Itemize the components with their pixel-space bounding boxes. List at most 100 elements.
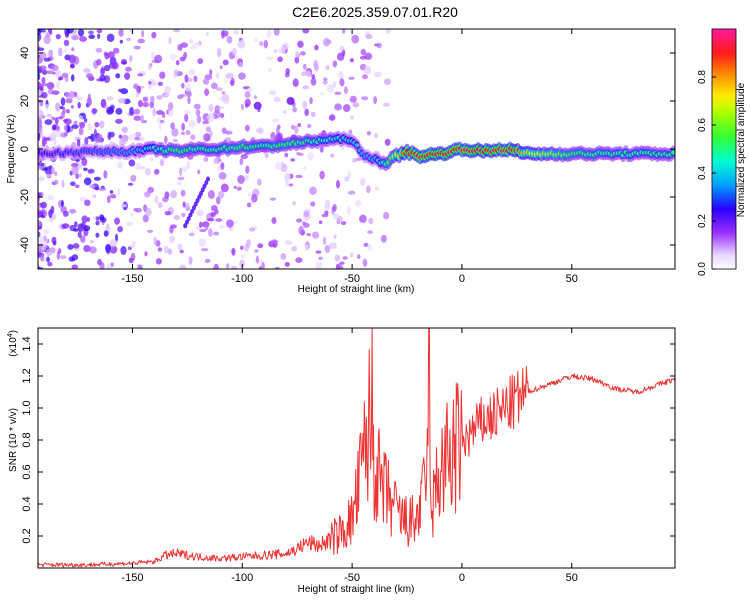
heatmap-speckle (181, 131, 185, 136)
heatmap-speckle (142, 96, 149, 102)
heatmap-speckle (40, 29, 46, 33)
heatmap-speckle (38, 101, 41, 109)
heatmap-speckle (70, 74, 75, 82)
heatmap-speckle (229, 226, 234, 232)
heatmap-speckle (55, 69, 61, 79)
heatmap-speckle (79, 197, 87, 202)
heatmap-speckle (103, 170, 108, 179)
heatmap-speckle (276, 132, 283, 140)
heatmap-speckle (385, 29, 391, 34)
heatmap-speckle (221, 127, 227, 134)
snr-y-tick-label: 1.0 (21, 400, 33, 415)
heatmap-speckle (365, 34, 373, 40)
heatmap-speckle (376, 42, 382, 49)
heatmap-speckle (164, 210, 172, 216)
heatmap-speckle (167, 248, 173, 255)
heatmap-speckle (79, 121, 86, 129)
heatmap-speckle (51, 90, 60, 95)
heatmap-speckle (305, 70, 312, 77)
heatmap-speckle (71, 166, 79, 176)
heatmap-speckle (90, 133, 95, 142)
heatmap-speckle (313, 63, 319, 72)
heatmap-speckle (233, 29, 239, 35)
heatmap-speckle (139, 264, 143, 269)
heatmap-speckle (142, 214, 149, 223)
heatmap-speckle (219, 225, 226, 229)
heatmap-speckle (305, 244, 309, 252)
heatmap-speckle (190, 134, 196, 141)
heatmap-speckle (188, 256, 193, 265)
heatmap-speckle (77, 230, 82, 239)
heatmap-speckle (38, 209, 43, 218)
heatmap-speckle (144, 167, 151, 176)
heatmap-speckle (159, 159, 165, 167)
heatmap-speckle (202, 78, 210, 85)
heatmap-speckle (342, 104, 351, 113)
heatmap-speckle (151, 31, 157, 39)
heatmap-speckle (233, 185, 237, 189)
heatmap-feature (193, 201, 198, 207)
heatmap-speckle (150, 52, 155, 60)
heatmap-speckle (164, 135, 168, 145)
heatmap-speckle (240, 245, 244, 250)
heatmap-speckle (45, 248, 52, 257)
heatmap-speckle (168, 37, 172, 45)
heatmap-feature (197, 194, 202, 200)
heatmap-speckle (170, 122, 175, 130)
heatmap-speckle (334, 103, 342, 111)
heatmap-speckle (253, 95, 258, 100)
heatmap-speckle (326, 84, 335, 93)
heatmap-speckle (129, 106, 134, 116)
heatmap-speckle (83, 68, 91, 73)
heatmap-speckle (99, 214, 105, 221)
heatmap-speckle (60, 97, 66, 106)
heatmap-speckle (71, 258, 76, 262)
heatmap-feature (184, 219, 189, 225)
heatmap-speckle (200, 248, 209, 252)
heatmap-speckle (70, 162, 79, 168)
heatmap-speckle (94, 121, 100, 128)
heatmap-feature (202, 183, 207, 189)
heatmap-speckle (107, 51, 115, 59)
heatmap-speckle (336, 180, 341, 189)
heatmap-speckle (38, 109, 44, 119)
heatmap-speckle (129, 54, 133, 63)
heatmap-feature (186, 216, 191, 222)
snr-x-tick-label: -50 (344, 572, 360, 584)
heatmap-speckle (268, 90, 277, 96)
heatmap-speckle (225, 263, 230, 269)
heatmap-speckle (43, 57, 51, 62)
heatmap-speckle (215, 218, 223, 222)
heatmap-speckle (54, 171, 58, 177)
heatmap-feature (183, 223, 188, 229)
heatmap-speckle (334, 91, 342, 96)
heatmap-speckle (310, 111, 316, 118)
heatmap-speckle (38, 204, 41, 210)
heatmap-speckle (176, 181, 182, 186)
heatmap-speckle (225, 130, 233, 135)
heatmap-speckle (106, 96, 114, 101)
heatmap-speckle (70, 104, 74, 109)
heatmap-speckle (290, 158, 296, 162)
heatmap-speckle (298, 225, 304, 235)
heatmap-speckle (171, 128, 179, 137)
heatmap-speckle (284, 152, 289, 158)
heatmap-speckle (50, 205, 55, 214)
heatmap-speckle (47, 50, 54, 59)
heatmap-speckle (95, 220, 100, 226)
heatmap-speckle (83, 167, 88, 172)
heatmap-speckle (119, 137, 127, 147)
heatmap-speckle (348, 129, 353, 135)
heatmap-speckle (45, 103, 49, 111)
heatmap-speckle (273, 29, 280, 36)
heatmap-speckle (133, 83, 139, 90)
heatmap-speckle (254, 249, 259, 253)
heatmap-speckle (258, 266, 263, 269)
heatmap-speckle (284, 180, 289, 187)
heatmap-speckle (43, 167, 48, 171)
heatmap-speckle (364, 65, 372, 75)
heatmap-speckle (324, 199, 331, 209)
heatmap-speckle (184, 83, 192, 92)
heatmap-speckle (273, 49, 278, 53)
heatmap-speckle (297, 40, 304, 48)
